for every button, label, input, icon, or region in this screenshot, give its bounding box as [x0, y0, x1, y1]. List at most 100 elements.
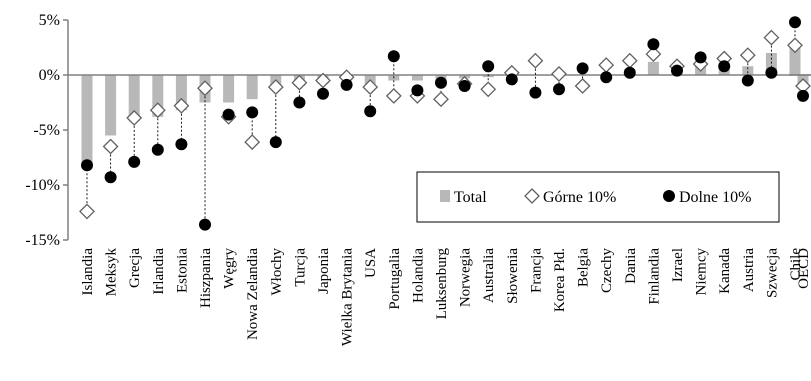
category-label: Japonia: [316, 248, 332, 294]
marker-lower-10: [458, 80, 471, 92]
category-label: Węgry: [222, 248, 238, 289]
marker-lower-10: [600, 71, 613, 84]
y-tick-label: -5%: [33, 122, 60, 139]
marker-upper-10: [149, 102, 166, 119]
bar-total: [81, 75, 93, 169]
markers-layer: [79, 16, 811, 231]
marker-lower-10: [128, 155, 141, 168]
category-label: Izrael: [670, 248, 686, 282]
category-label: Finlandia: [646, 248, 662, 305]
marker-upper-10: [621, 52, 638, 69]
y-tick-label: -15%: [25, 232, 60, 249]
category-label: Słowenia: [505, 248, 521, 304]
bar-total: [765, 53, 777, 75]
bar-total: [128, 75, 140, 122]
marker-lower-10: [340, 78, 353, 91]
marker-lower-10: [293, 96, 306, 109]
y-ticks: 5% 0% -5% -10% -15%: [25, 12, 68, 249]
x-labels: Islandia Meksyk Grecja Irlandia Estonia Hiszp…: [80, 248, 811, 347]
category-label: Dania: [623, 248, 639, 284]
marker-upper-10: [173, 97, 190, 114]
bar-total: [647, 61, 659, 75]
marker-lower-10: [151, 143, 164, 156]
category-label: Czechy: [599, 248, 615, 293]
category-label: Kanada: [717, 248, 733, 294]
marker-lower-10: [435, 76, 447, 89]
marker-lower-10: [317, 87, 329, 100]
category-label: Irlandia: [151, 248, 167, 295]
marker-lower-10: [694, 51, 707, 64]
bar-total: [246, 75, 258, 100]
bar-total: [152, 75, 164, 117]
marker-upper-10: [787, 37, 803, 54]
marker-upper-10: [763, 29, 780, 46]
marker-upper-10: [527, 52, 544, 69]
marker-lower-10: [482, 60, 495, 73]
marker-upper-10: [315, 72, 331, 89]
category-label: Włochy: [269, 248, 285, 296]
marker-lower-10: [246, 106, 259, 119]
marker-upper-10: [385, 87, 402, 104]
marker-upper-10: [291, 74, 308, 91]
marker-lower-10: [647, 38, 660, 51]
marker-lower-10: [718, 60, 731, 73]
category-label: Meksyk: [104, 248, 120, 297]
category-label: Turcja: [292, 248, 308, 287]
category-label: Korea Płd.: [552, 248, 568, 312]
marker-upper-10: [645, 46, 662, 63]
marker-upper-10: [197, 80, 213, 97]
marker-upper-10: [739, 47, 756, 64]
marker-upper-10: [267, 79, 284, 96]
category-label: Wielka Brytania: [340, 248, 356, 346]
marker-lower-10: [741, 74, 754, 87]
category-label: Niemcy: [694, 248, 710, 296]
marker-lower-10: [81, 159, 93, 172]
marker-upper-10: [551, 65, 567, 82]
marker-lower-10: [529, 86, 542, 99]
marker-lower-10: [175, 138, 188, 151]
marker-lower-10: [789, 16, 801, 29]
category-label: USA: [363, 248, 379, 278]
marker-upper-10: [126, 109, 143, 126]
category-label: Holandia: [410, 248, 426, 303]
marker-lower-10: [505, 73, 518, 86]
marker-lower-10: [387, 50, 400, 63]
category-label: Luksenburg: [434, 248, 450, 320]
bar-total: [223, 75, 235, 103]
marker-lower-10: [623, 66, 636, 79]
bar-total: [105, 75, 117, 136]
category-label: Belgia: [576, 248, 592, 287]
category-label: Hiszpania: [198, 248, 214, 308]
marker-lower-10: [765, 66, 778, 79]
marker-lower-10: [797, 89, 809, 102]
bar-total: [742, 66, 754, 75]
legend-total-swatch: [440, 190, 450, 202]
category-label: Norwegia: [458, 248, 474, 307]
marker-lower-10: [364, 105, 377, 118]
marker-upper-10: [480, 81, 497, 98]
category-label: Chile: [788, 248, 804, 281]
marker-upper-10: [598, 57, 615, 74]
marker-lower-10: [576, 62, 589, 75]
bar-total: [789, 47, 801, 75]
category-label: Austria: [741, 248, 757, 293]
marker-upper-10: [362, 79, 379, 96]
category-label: Australia: [481, 248, 497, 303]
legend-total-label: Total: [454, 189, 487, 206]
legend-box: [416, 171, 780, 223]
marker-lower-10: [222, 108, 235, 121]
marker-lower-10: [671, 64, 683, 77]
category-label: Francja: [528, 248, 544, 293]
category-label: Estonia: [174, 248, 190, 293]
marker-lower-10: [199, 218, 211, 231]
legend: Total Górne 10% Dolne 10%: [416, 171, 780, 223]
y-tick-label: 5%: [39, 12, 60, 29]
legend-upper-diamond-icon: [524, 188, 540, 204]
category-label: Szwecja: [764, 248, 780, 298]
marker-lower-10: [553, 83, 565, 96]
marker-upper-10: [574, 78, 591, 94]
bar-total: [411, 75, 423, 81]
marker-upper-10: [433, 91, 449, 108]
marker-lower-10: [269, 136, 282, 149]
